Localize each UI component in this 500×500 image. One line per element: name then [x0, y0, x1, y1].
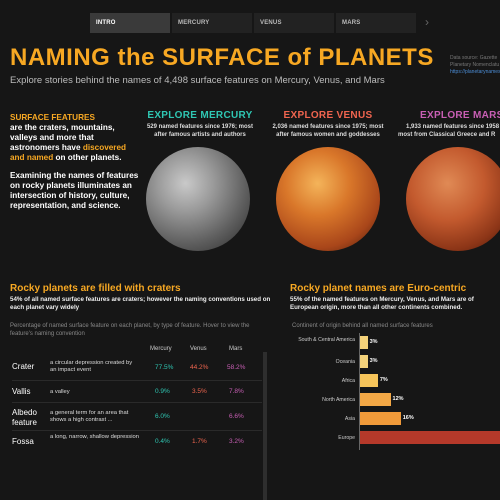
bar-label: Asia: [344, 416, 355, 422]
bar-value-label: 16%: [402, 415, 414, 421]
explore-mercury-title[interactable]: EXPLORE MERCURY: [147, 110, 253, 121]
intro-p2: Examining the names of features on rocky…: [10, 171, 139, 210]
feature-name[interactable]: Crater: [12, 362, 35, 371]
tab-venus[interactable]: VENUS: [254, 13, 334, 33]
feature-desc: a general term for an area that shows a …: [50, 410, 129, 423]
bar-value-label: 7%: [379, 377, 388, 383]
mercury-percent[interactable]: 0.4%: [155, 438, 170, 445]
venus-percent[interactable]: 44.2%: [190, 364, 209, 371]
bar-label: Europe: [338, 435, 355, 441]
bar[interactable]: [360, 412, 401, 425]
venus-percent[interactable]: 3.5%: [192, 388, 207, 395]
tab-intro[interactable]: INTRO: [90, 13, 170, 33]
tab-mars[interactable]: MARS: [336, 13, 416, 33]
column-mercury: Mercury: [150, 346, 172, 352]
explore-venus-title[interactable]: EXPLORE VENUS: [283, 110, 373, 121]
feature-name[interactable]: Albedo feature: [12, 408, 37, 427]
row-divider: [12, 380, 262, 381]
origins-text: 55% of the named features on Mercury, Ve…: [290, 296, 474, 311]
mars-percent[interactable]: 3.2%: [229, 438, 244, 445]
page-subtitle: Explore stories behind the names of 4,49…: [10, 75, 385, 86]
intro-p1-a: are the craters, mountains, valleys and …: [10, 123, 115, 152]
intro-lead: SURFACE FEATURES: [10, 113, 95, 122]
bar[interactable]: [360, 374, 378, 387]
feature-desc: a long, narrow, shallow depression: [50, 434, 139, 440]
chart-axis: [359, 333, 360, 450]
mercury-desc: 529 named features since 1976; most after…: [146, 124, 254, 138]
feature-name[interactable]: Fossa: [12, 437, 34, 446]
craters-text: 54% of all named surface features are cr…: [10, 296, 271, 311]
bar[interactable]: [360, 431, 500, 444]
bar[interactable]: [360, 393, 391, 406]
bar-value-label: 3%: [369, 339, 378, 345]
mars-percent[interactable]: 7.8%: [229, 388, 244, 395]
venus-percent[interactable]: 1.7%: [192, 438, 207, 445]
feature-name[interactable]: Vallis: [12, 387, 31, 396]
row-divider: [12, 402, 262, 403]
bar-label: South & Central America: [298, 337, 355, 343]
feature-desc: a circular depression created by an impa…: [50, 360, 133, 373]
top-nav: INTRO MERCURY VENUS MARS: [90, 12, 435, 34]
bar-label: North America: [322, 397, 355, 403]
explore-mercury-card[interactable]: EXPLORE MERCURY 529 named features since…: [140, 110, 260, 139]
venus-planet-image[interactable]: [276, 147, 380, 251]
intro-highlight-named: named: [26, 153, 54, 162]
table-scrollbar[interactable]: [263, 352, 267, 500]
tab-mercury[interactable]: MERCURY: [172, 13, 252, 33]
chevron-right-icon[interactable]: ›: [425, 15, 429, 29]
explore-mars-title[interactable]: EXPLORE MARS: [420, 110, 500, 121]
column-venus: Venus: [190, 346, 207, 352]
mercury-planet-image[interactable]: [146, 147, 250, 251]
mars-percent[interactable]: 58.2%: [227, 364, 246, 371]
data-source: Data source: Gazette Planetary Nomenclat…: [450, 55, 500, 76]
feature-desc: a valley: [50, 389, 70, 395]
page-title: NAMING the SURFACE of PLANETS: [10, 44, 434, 71]
mars-planet-image[interactable]: [406, 147, 500, 251]
intro-p1-b: on other planets.: [53, 153, 122, 162]
craters-caption: Percentage of named surface feature on e…: [10, 323, 250, 337]
intro-highlight-discovered: discovered and: [10, 143, 127, 162]
bar-label: Africa: [341, 378, 355, 384]
source-link[interactable]: https://planetarynames: [450, 69, 500, 75]
intro-text: SURFACE FEATURES are the craters, mounta…: [10, 113, 140, 219]
mars-percent[interactable]: 6.6%: [229, 413, 244, 420]
bar[interactable]: [360, 336, 368, 349]
origins-caption: Continent of origin behind all named sur…: [292, 323, 433, 329]
mercury-percent[interactable]: 0.9%: [155, 388, 170, 395]
mercury-percent[interactable]: 77.5%: [155, 364, 174, 371]
source-line-2: Planetary Nomenclatu: [450, 62, 500, 68]
bar-value-label: 12%: [392, 396, 404, 402]
row-divider: [12, 430, 262, 431]
bar-value-label: 3%: [369, 358, 378, 364]
venus-desc: 2,036 named features since 1975; most aft…: [272, 124, 384, 138]
explore-venus-card[interactable]: EXPLORE VENUS 2,036 named features since…: [268, 110, 388, 139]
origins-heading: Rocky planet names are Euro-centric: [290, 283, 467, 294]
bar-label: Oceania: [335, 359, 355, 365]
source-line-1: Data source: Gazette: [450, 55, 498, 61]
craters-heading: Rocky planets are filled with craters: [10, 283, 181, 294]
column-mars: Mars: [229, 346, 243, 352]
mars-desc: 1,933 named features since 1958 most from…: [398, 124, 500, 138]
mercury-percent[interactable]: 6.0%: [155, 413, 170, 420]
explore-mars-card[interactable]: EXPLORE MARS 1,933 named features since …: [398, 110, 500, 139]
bar[interactable]: [360, 355, 368, 368]
